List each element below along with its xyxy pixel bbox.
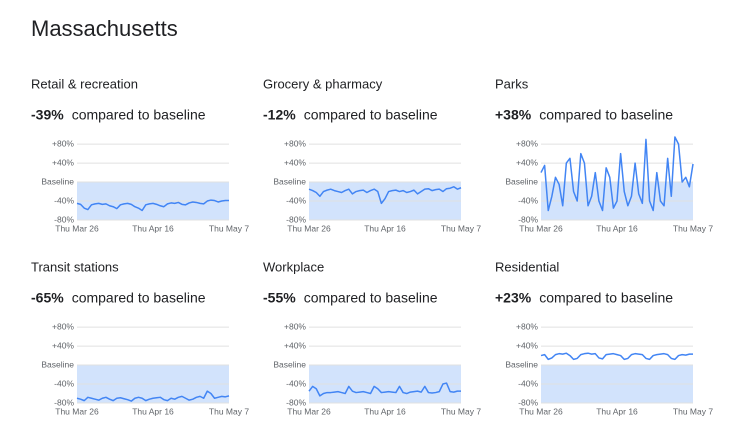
summary-text: compared to baseline bbox=[72, 290, 206, 306]
y-tick-label: +80% bbox=[52, 321, 74, 331]
y-tick-label: -40% bbox=[518, 195, 538, 205]
y-tick-label: -40% bbox=[518, 378, 538, 388]
x-tick-label: Thu Mar 26 bbox=[287, 406, 331, 416]
y-tick-label: +80% bbox=[284, 138, 306, 148]
x-tick-label: Thu Apr 16 bbox=[596, 406, 638, 416]
x-tick-label: Thu Apr 16 bbox=[132, 223, 174, 233]
summary-value: -39% bbox=[31, 107, 64, 123]
x-tick-label: Thu May 7 bbox=[441, 406, 481, 416]
x-tick-label: Thu Mar 26 bbox=[519, 223, 563, 233]
y-tick-label: Baseline bbox=[273, 176, 306, 186]
summary-text: compared to baseline bbox=[72, 107, 206, 123]
chart-title: Transit stations bbox=[31, 259, 119, 274]
summary-text: compared to baseline bbox=[539, 290, 673, 306]
x-tick-label: Thu May 7 bbox=[209, 223, 249, 233]
x-tick-label: Thu Mar 26 bbox=[55, 223, 99, 233]
x-tick-label: Thu Apr 16 bbox=[364, 223, 406, 233]
page-title: Massachusetts bbox=[31, 16, 178, 41]
summary-value: -55% bbox=[263, 290, 296, 306]
y-tick-label: -80% bbox=[286, 214, 306, 224]
y-tick-label: Baseline bbox=[505, 359, 538, 369]
chart-title: Grocery & pharmacy bbox=[263, 76, 383, 91]
chart-title: Retail & recreation bbox=[31, 76, 138, 91]
series-line bbox=[308, 186, 462, 205]
y-tick-label: Baseline bbox=[505, 176, 538, 186]
summary-value: +38% bbox=[495, 107, 532, 123]
y-tick-label: -40% bbox=[54, 195, 74, 205]
summary-text: compared to baseline bbox=[539, 107, 673, 123]
y-tick-label: +40% bbox=[52, 340, 74, 350]
y-tick-label: +40% bbox=[516, 157, 538, 167]
x-tick-label: Thu May 7 bbox=[673, 406, 713, 416]
y-tick-label: +40% bbox=[284, 157, 306, 167]
summary-text: compared to baseline bbox=[304, 107, 438, 123]
series-line bbox=[76, 199, 229, 212]
y-tick-label: -80% bbox=[54, 397, 74, 407]
x-tick-label: Thu May 7 bbox=[209, 406, 249, 416]
y-tick-label: +40% bbox=[52, 157, 74, 167]
series-line bbox=[76, 390, 230, 402]
y-tick-label: -40% bbox=[286, 195, 306, 205]
y-tick-label: -80% bbox=[54, 214, 74, 224]
x-tick-label: Thu Mar 26 bbox=[55, 406, 99, 416]
x-tick-label: Thu Apr 16 bbox=[132, 406, 174, 416]
summary-value: -12% bbox=[263, 107, 296, 123]
summary-text: compared to baseline bbox=[304, 290, 438, 306]
y-tick-label: +40% bbox=[516, 340, 538, 350]
y-tick-label: +80% bbox=[52, 138, 74, 148]
y-tick-label: +80% bbox=[516, 321, 538, 331]
y-tick-label: Baseline bbox=[41, 176, 74, 186]
y-tick-label: Baseline bbox=[41, 359, 74, 369]
y-tick-label: -40% bbox=[286, 378, 306, 388]
series-line bbox=[308, 382, 461, 397]
chart-title: Parks bbox=[495, 76, 529, 91]
y-tick-label: -80% bbox=[518, 214, 538, 224]
y-tick-label: -80% bbox=[286, 397, 306, 407]
x-tick-label: Thu Apr 16 bbox=[364, 406, 406, 416]
chart-title: Workplace bbox=[263, 259, 324, 274]
summary-value: -65% bbox=[31, 290, 64, 306]
series-line bbox=[540, 136, 694, 212]
x-tick-label: Thu May 7 bbox=[441, 223, 481, 233]
chart-title: Residential bbox=[495, 259, 559, 274]
y-tick-label: -40% bbox=[54, 378, 74, 388]
y-tick-label: -80% bbox=[518, 397, 538, 407]
x-tick-label: Thu May 7 bbox=[673, 223, 713, 233]
y-tick-label: +80% bbox=[284, 321, 306, 331]
y-tick-label: +80% bbox=[516, 138, 538, 148]
y-tick-label: +40% bbox=[284, 340, 306, 350]
series-line bbox=[540, 352, 693, 361]
x-tick-label: Thu Apr 16 bbox=[596, 223, 638, 233]
x-tick-label: Thu Mar 26 bbox=[519, 406, 563, 416]
x-tick-label: Thu Mar 26 bbox=[287, 223, 331, 233]
summary-value: +23% bbox=[495, 290, 532, 306]
y-tick-label: Baseline bbox=[273, 359, 306, 369]
